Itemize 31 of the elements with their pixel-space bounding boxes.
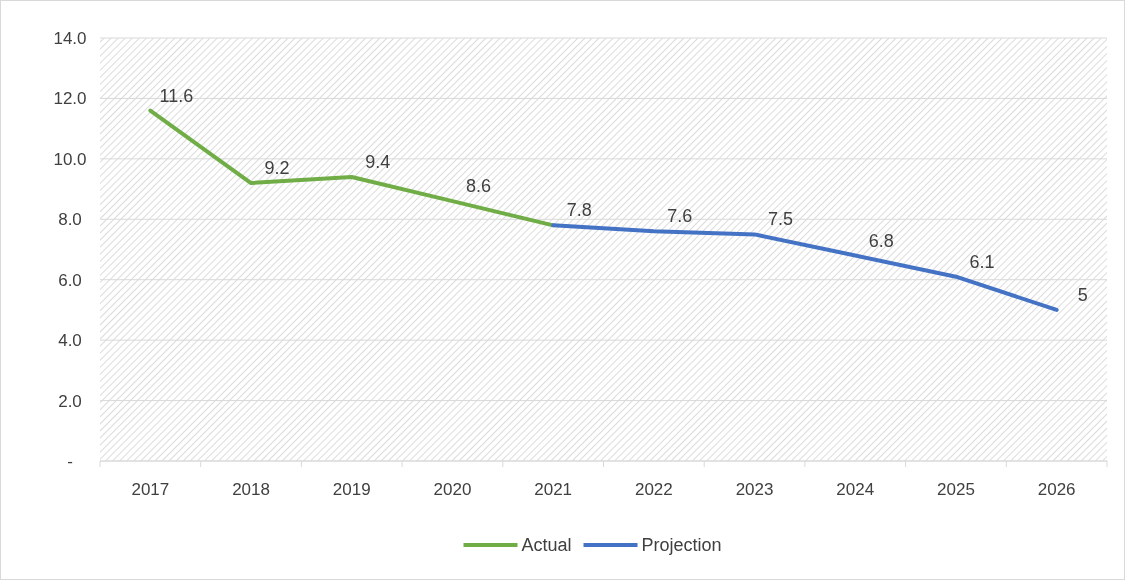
legend-label: Actual (521, 535, 572, 555)
data-label: 6.1 (969, 251, 995, 272)
data-label: 9.4 (365, 151, 391, 172)
x-tick-label: 2024 (836, 480, 875, 499)
data-label: 6.8 (868, 230, 894, 251)
data-label: 7.6 (667, 206, 693, 227)
data-label: 11.6 (159, 85, 194, 106)
line-series (551, 223, 1059, 312)
legend-label: Projection (641, 535, 722, 555)
y-tick-label: 4.0 (58, 331, 82, 351)
data-label: 7.8 (566, 200, 592, 221)
x-tick-label: 2019 (332, 480, 371, 499)
data-label: 5 (1077, 284, 1088, 305)
x-tick-label: 2017 (131, 480, 170, 499)
y-tick-label: 2.0 (58, 391, 82, 411)
x-tick-label: 2020 (433, 480, 472, 499)
x-tick-label: 2025 (937, 480, 975, 499)
x-tick-label: 2021 (534, 480, 573, 499)
data-label: 8.6 (465, 176, 491, 197)
data-label: 9.2 (264, 158, 290, 179)
y-tick-label: 8.0 (58, 210, 82, 230)
y-tick-label: 10.0 (53, 149, 87, 169)
x-tick-label: 2022 (634, 480, 673, 499)
x-tick-label: 2023 (735, 480, 774, 499)
data-label: 7.5 (768, 209, 794, 230)
y-tick-label: - (67, 452, 73, 471)
y-tick-label: 6.0 (58, 270, 82, 290)
y-tick-label: 14.0 (53, 29, 87, 48)
x-tick-label: 2018 (232, 480, 270, 499)
y-tick-label: 12.0 (53, 89, 87, 109)
x-tick-label: 2026 (1037, 480, 1076, 499)
